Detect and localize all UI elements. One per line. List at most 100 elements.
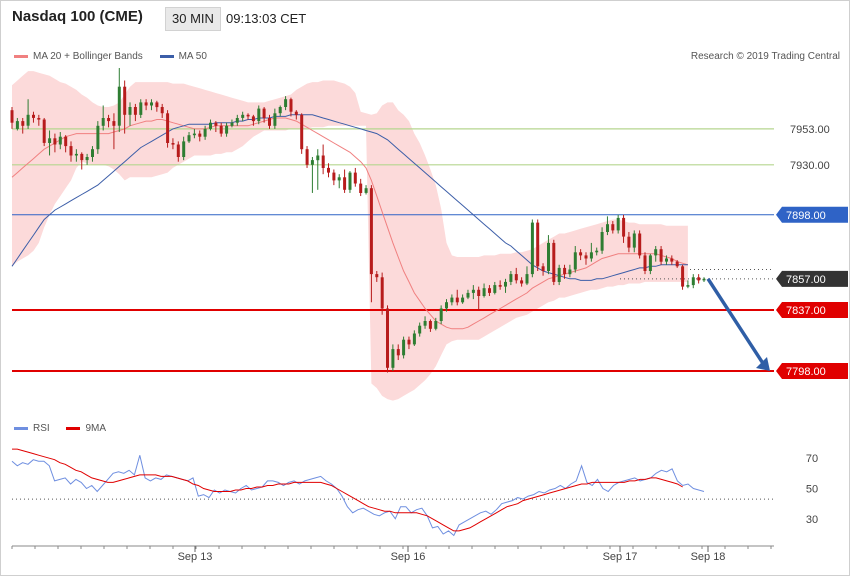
candle-body <box>262 108 266 118</box>
candle-body <box>305 149 309 165</box>
candle-body <box>632 233 636 248</box>
candle-body <box>353 172 357 184</box>
candle-body <box>445 302 448 309</box>
support-level-tag <box>776 302 848 319</box>
ma50-line <box>11 114 688 281</box>
candle-body <box>209 122 212 129</box>
legend-item-rsi: RSI <box>14 423 50 434</box>
candle-body <box>407 339 411 345</box>
bollinger-band <box>12 71 688 401</box>
legend-label: MA 20 + Bollinger Bands <box>33 51 143 62</box>
candle-body <box>192 133 196 136</box>
candle-body <box>26 114 30 126</box>
candle-body <box>278 107 282 114</box>
candle-body <box>541 266 545 271</box>
legend-label: RSI <box>33 423 50 434</box>
chart-header: Nasdaq 100 (CME) 30 MIN 09:13:03 CET <box>0 0 850 38</box>
candle-body <box>133 107 137 115</box>
current-price-tag <box>776 270 848 287</box>
candle-body <box>310 160 314 165</box>
rsi-line <box>11 455 705 537</box>
candle-body <box>697 277 701 281</box>
candle-body <box>182 141 186 157</box>
candle-body <box>187 135 191 142</box>
candle-body <box>225 125 229 134</box>
candle-body <box>128 107 132 115</box>
candle-body <box>241 114 245 118</box>
candle-body <box>450 297 454 303</box>
candle-body <box>10 110 14 123</box>
candle-body <box>536 222 540 267</box>
candle-body <box>257 108 261 122</box>
candle-body <box>616 217 620 231</box>
level-label: 7798.00 <box>786 366 826 378</box>
candle-body <box>648 255 652 271</box>
candle-body <box>166 113 170 143</box>
candle-body <box>418 325 422 334</box>
rsi-legend: RSI 9MA <box>14 423 120 434</box>
candle-body <box>488 288 491 293</box>
candle-body <box>568 269 572 275</box>
candle-body <box>85 157 89 161</box>
candle-body <box>493 285 497 293</box>
candle-body <box>600 232 604 251</box>
candle-body <box>622 217 626 237</box>
interval-selector[interactable]: 30 MIN <box>165 7 221 31</box>
level-label: 7857.00 <box>786 274 826 286</box>
candle-body <box>64 136 68 147</box>
candle-body <box>96 125 100 150</box>
candle-body <box>375 274 379 278</box>
candle-body <box>606 224 609 232</box>
legend-swatch <box>159 54 174 58</box>
candle-body <box>477 289 481 296</box>
candle-body <box>552 242 556 282</box>
level-label: 7953.00 <box>790 124 830 136</box>
candle-body <box>579 252 583 256</box>
candle-body <box>423 321 427 326</box>
x-tick-label: Sep 18 <box>691 551 726 563</box>
candle-body <box>101 118 105 126</box>
candle-body <box>268 118 271 126</box>
rsi-tick-label: 30 <box>806 514 818 526</box>
legend-swatch <box>14 54 28 58</box>
candle-body <box>611 224 615 231</box>
candle-body <box>316 155 320 161</box>
candle-body <box>214 122 218 126</box>
timestamp: 09:13:03 CET <box>226 11 307 26</box>
candle-body <box>48 138 52 143</box>
candle-body <box>691 277 695 286</box>
candle-body <box>595 250 599 253</box>
candle-body <box>21 121 25 126</box>
candle-body <box>348 172 352 190</box>
candle-body <box>42 119 46 143</box>
pivot-level-tag <box>776 206 848 223</box>
x-tick-label: Sep 17 <box>603 551 638 563</box>
candle-body <box>471 289 475 293</box>
candle-body <box>117 86 121 126</box>
candle-body <box>150 102 153 106</box>
candle-body <box>176 144 180 157</box>
candle-body <box>573 252 577 270</box>
candle-body <box>144 102 148 106</box>
candle-body <box>327 167 330 173</box>
candle-body <box>289 99 293 112</box>
candle-body <box>391 349 395 368</box>
candle-body <box>681 266 685 287</box>
candle-body <box>369 188 373 275</box>
candle-body <box>589 252 593 259</box>
candle-body <box>203 128 207 137</box>
projection-arrow-line <box>706 277 766 366</box>
candle-body <box>557 267 561 282</box>
candle-body <box>439 308 443 321</box>
candle-body <box>380 277 384 309</box>
candle-body <box>198 133 202 137</box>
candle-body <box>364 188 368 193</box>
x-tick-label: Sep 13 <box>178 551 213 563</box>
candle-body <box>455 297 459 303</box>
candle-body <box>638 233 642 256</box>
instrument-title: Nasdaq 100 (CME) <box>12 8 143 25</box>
candle-body <box>563 267 567 275</box>
candle-body <box>235 118 239 123</box>
candle-body <box>514 274 518 281</box>
candle-body <box>107 118 111 122</box>
